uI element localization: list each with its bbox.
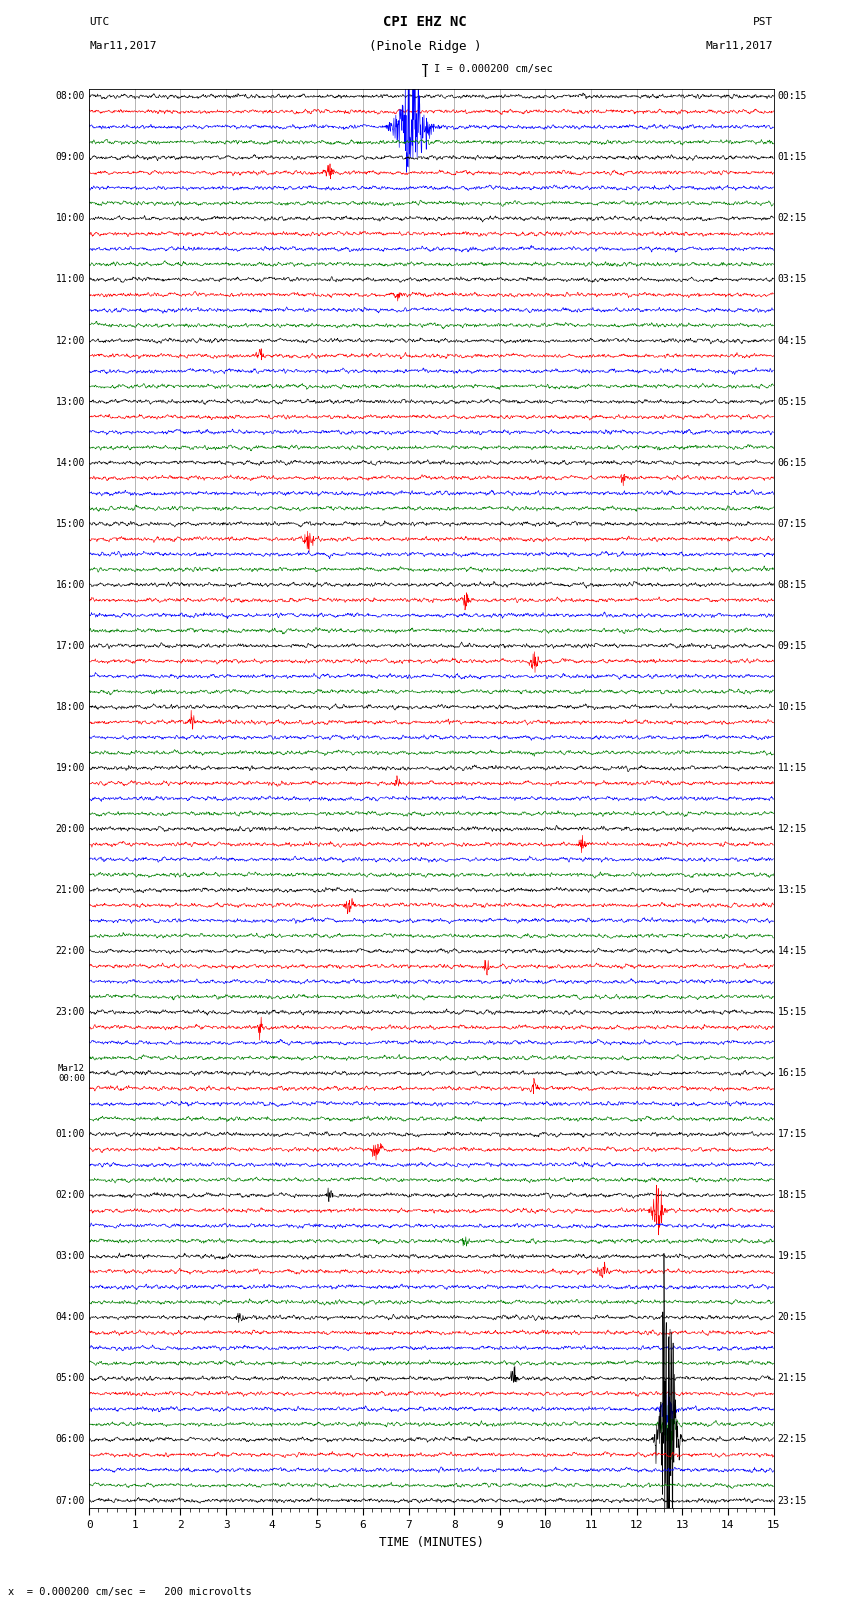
- Text: 00:15: 00:15: [778, 92, 807, 102]
- Text: 07:15: 07:15: [778, 519, 807, 529]
- Text: 23:00: 23:00: [55, 1007, 85, 1018]
- Text: 02:15: 02:15: [778, 213, 807, 224]
- Text: 10:00: 10:00: [55, 213, 85, 224]
- Text: 08:15: 08:15: [778, 579, 807, 590]
- Text: Mar11,2017: Mar11,2017: [706, 42, 774, 52]
- Text: 05:00: 05:00: [55, 1373, 85, 1384]
- Text: 11:15: 11:15: [778, 763, 807, 773]
- Text: 03:00: 03:00: [55, 1252, 85, 1261]
- Text: 23:15: 23:15: [778, 1495, 807, 1505]
- Text: 09:00: 09:00: [55, 152, 85, 163]
- Text: 13:15: 13:15: [778, 886, 807, 895]
- Text: I = 0.000200 cm/sec: I = 0.000200 cm/sec: [434, 65, 552, 74]
- Text: 19:15: 19:15: [778, 1252, 807, 1261]
- Text: 04:15: 04:15: [778, 336, 807, 345]
- Text: 02:00: 02:00: [55, 1190, 85, 1200]
- Text: 10:15: 10:15: [778, 702, 807, 711]
- Text: 13:00: 13:00: [55, 397, 85, 406]
- Text: 21:15: 21:15: [778, 1373, 807, 1384]
- Text: 11:00: 11:00: [55, 274, 85, 284]
- Text: PST: PST: [753, 18, 774, 27]
- Text: 21:00: 21:00: [55, 886, 85, 895]
- Text: 20:15: 20:15: [778, 1313, 807, 1323]
- Text: (Pinole Ridge ): (Pinole Ridge ): [369, 40, 481, 53]
- Text: Mar12: Mar12: [58, 1065, 85, 1073]
- Text: 12:15: 12:15: [778, 824, 807, 834]
- Text: 22:00: 22:00: [55, 947, 85, 957]
- Text: 19:00: 19:00: [55, 763, 85, 773]
- Text: 16:15: 16:15: [778, 1068, 807, 1077]
- Text: 16:00: 16:00: [55, 579, 85, 590]
- Text: 04:00: 04:00: [55, 1313, 85, 1323]
- Text: 06:00: 06:00: [55, 1434, 85, 1445]
- Text: 01:00: 01:00: [55, 1129, 85, 1139]
- Text: 18:00: 18:00: [55, 702, 85, 711]
- Text: 05:15: 05:15: [778, 397, 807, 406]
- Text: 14:15: 14:15: [778, 947, 807, 957]
- Text: 08:00: 08:00: [55, 92, 85, 102]
- Text: CPI EHZ NC: CPI EHZ NC: [383, 15, 467, 29]
- X-axis label: TIME (MINUTES): TIME (MINUTES): [379, 1536, 484, 1548]
- Text: 03:15: 03:15: [778, 274, 807, 284]
- Text: 14:00: 14:00: [55, 458, 85, 468]
- Text: 20:00: 20:00: [55, 824, 85, 834]
- Text: UTC: UTC: [89, 18, 110, 27]
- Text: 00:00: 00:00: [58, 1074, 85, 1082]
- Text: x  = 0.000200 cm/sec =   200 microvolts: x = 0.000200 cm/sec = 200 microvolts: [8, 1587, 252, 1597]
- Text: 06:15: 06:15: [778, 458, 807, 468]
- Text: 18:15: 18:15: [778, 1190, 807, 1200]
- Text: Mar11,2017: Mar11,2017: [89, 42, 156, 52]
- Text: 15:00: 15:00: [55, 519, 85, 529]
- Text: 22:15: 22:15: [778, 1434, 807, 1445]
- Text: 07:00: 07:00: [55, 1495, 85, 1505]
- Text: 12:00: 12:00: [55, 336, 85, 345]
- Text: 17:00: 17:00: [55, 640, 85, 650]
- Text: 15:15: 15:15: [778, 1007, 807, 1018]
- Text: 09:15: 09:15: [778, 640, 807, 650]
- Text: 17:15: 17:15: [778, 1129, 807, 1139]
- Text: 01:15: 01:15: [778, 152, 807, 163]
